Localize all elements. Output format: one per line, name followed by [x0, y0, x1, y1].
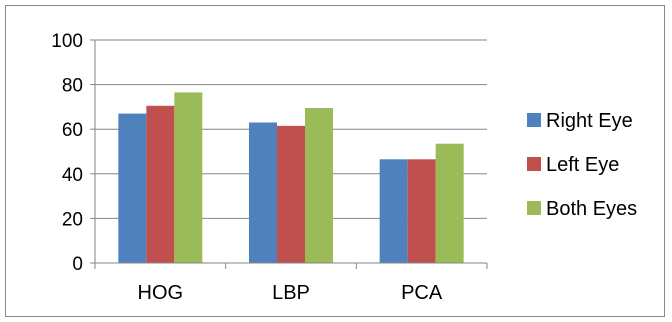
legend-label: Right Eye	[546, 110, 633, 132]
y-tick-label: 20	[62, 209, 83, 230]
legend-label: Both Eyes	[546, 198, 637, 220]
y-tick-label: 60	[62, 120, 83, 141]
legend-swatch	[527, 113, 541, 127]
y-tick-label: 0	[72, 254, 83, 275]
axes	[90, 39, 488, 269]
bar-right-eye-lbp	[249, 122, 277, 263]
chart-frame	[5, 5, 665, 317]
bar-left-eye-pca	[407, 159, 436, 263]
legend: Right Eye Left Eye Both Eyes	[527, 110, 637, 220]
legend-swatch	[527, 157, 541, 171]
bar-both-eyes-pca	[435, 143, 464, 263]
bar-left-eye-lbp	[277, 125, 305, 263]
legend-swatch	[527, 201, 541, 215]
bar-both-eyes-lbp	[305, 108, 333, 263]
bar-both-eyes-hog	[174, 92, 203, 263]
axis-labels: 0 20 40 60 80 100 HOG LBP PCA	[51, 31, 443, 304]
x-category-label: PCA	[401, 282, 443, 304]
x-category-label: HOG	[138, 282, 184, 304]
bar-right-eye-pca	[379, 159, 408, 263]
bar-left-eye-hog	[146, 105, 175, 263]
bar-right-eye-hog	[118, 113, 147, 263]
legend-label: Left Eye	[546, 154, 619, 176]
x-category-label: LBP	[272, 282, 310, 304]
y-tick-label: 80	[62, 76, 83, 97]
bars	[118, 92, 464, 263]
y-tick-label: 100	[51, 31, 83, 52]
y-tick-label: 40	[62, 165, 83, 186]
